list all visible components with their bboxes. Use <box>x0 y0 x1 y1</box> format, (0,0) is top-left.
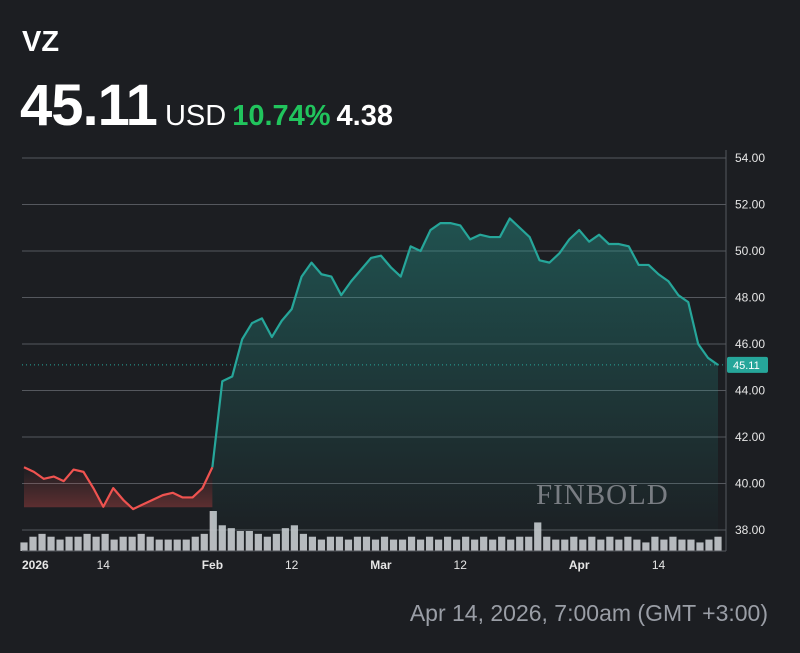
y-tick-label: 54.00 <box>735 151 765 165</box>
volume-bar <box>29 536 37 551</box>
volume-bar <box>191 536 199 551</box>
x-tick-label: Apr <box>569 558 590 572</box>
up-segment <box>211 217 719 468</box>
volume-bar <box>83 533 91 551</box>
y-tick-label: 42.00 <box>735 430 765 444</box>
last-price-badge: 45.11 <box>727 356 768 373</box>
volume-bar <box>137 533 145 551</box>
down-area <box>24 467 213 510</box>
volume-bar <box>110 539 118 551</box>
volume-bar <box>56 539 64 551</box>
volume-bar <box>128 536 136 551</box>
volume-bar <box>20 542 28 551</box>
currency-label: USD <box>164 100 227 132</box>
x-tick-label: 12 <box>285 558 299 572</box>
price-line <box>23 217 719 511</box>
volume-bar <box>182 539 190 551</box>
y-tick-label: 52.00 <box>735 198 765 212</box>
volume-bar <box>173 539 181 551</box>
volume-bar <box>164 539 172 551</box>
volume-bar <box>200 533 208 551</box>
absolute-change: 4.38 <box>336 100 393 132</box>
current-price: 45.11 <box>20 73 158 138</box>
volume-bar <box>146 536 154 551</box>
x-tick-label: Mar <box>370 558 392 572</box>
timestamp: Apr 14, 2026, 7:00am (GMT +3:00) <box>409 600 768 626</box>
y-tick-label: 40.00 <box>735 477 765 491</box>
volume-bar <box>65 536 73 551</box>
area-fill <box>24 218 718 551</box>
y-tick-label: 48.00 <box>735 291 765 305</box>
price-row: 45.11 USD 10.74% 4.38 <box>20 72 393 139</box>
x-axis: 2026 14 Feb 12 Mar 12 Apr 14 <box>22 550 726 572</box>
volume-bar <box>47 536 55 551</box>
y-tick-label: 50.00 <box>735 244 765 258</box>
y-tick-label: 44.00 <box>735 384 765 398</box>
down-segment <box>23 466 214 511</box>
x-tick-label: 12 <box>454 558 468 572</box>
x-tick-label: 14 <box>97 558 111 572</box>
volume-bar <box>92 536 100 551</box>
x-tick-label: 14 <box>652 558 666 572</box>
volume-bar <box>119 536 127 551</box>
y-tick-label: 46.00 <box>735 337 765 351</box>
x-tick-label: Feb <box>202 558 223 572</box>
volume-bar <box>74 536 82 551</box>
y-tick-label: 38.00 <box>735 523 765 537</box>
volume-bar <box>155 539 163 551</box>
up-area <box>212 218 718 551</box>
y-axis: 54.00 52.00 50.00 48.00 46.00 44.00 42.00 40.00… <box>735 151 765 537</box>
volume-bar <box>38 533 46 551</box>
x-tick-label: 2026 <box>22 558 49 572</box>
ticker-symbol: VZ <box>22 26 60 58</box>
volume-bar <box>101 533 109 551</box>
percent-change: 10.74% <box>232 100 331 132</box>
last-price-label: 45.11 <box>733 360 760 372</box>
finbold-watermark: FINBOLD <box>536 479 669 511</box>
